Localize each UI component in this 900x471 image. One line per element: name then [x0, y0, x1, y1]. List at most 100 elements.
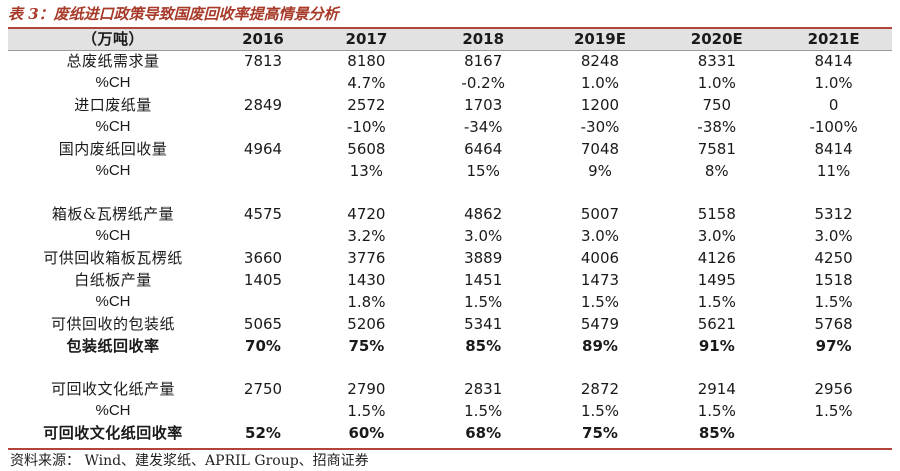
table-cell: 2956 — [814, 380, 853, 398]
table-cell: 1473 — [580, 271, 620, 289]
table-cell: 4964 — [243, 140, 283, 158]
table-cell: 1.5% — [580, 293, 620, 311]
row-label: %CH — [95, 74, 131, 91]
table-cell: 52% — [245, 424, 281, 442]
table-row: %CH 13% 15% 9% 8% 11% — [8, 160, 892, 182]
row-label: %CH — [95, 227, 131, 244]
table-cell: 3889 — [464, 249, 503, 267]
table-row: 国内废纸回收量 4964 5608 6464 7048 7581 8414 — [8, 138, 892, 160]
table-row: %CH 3.2% 3.0% 3.0% 3.0% 3.0% — [8, 225, 892, 247]
table-cell: 5608 — [347, 140, 386, 158]
top-rule — [8, 27, 892, 29]
header-background — [8, 29, 892, 50]
table-row: %CH 4.7% -0.2% 1.0% 1.0% 1.0% — [8, 72, 892, 94]
table-row: 白纸板产量 1405 1430 1451 1473 1495 1518 — [8, 269, 892, 291]
table-cell: 1430 — [347, 271, 386, 289]
table-cell: 3.0% — [580, 227, 620, 245]
table-cell: 2831 — [464, 380, 503, 398]
table-cell: -10% — [347, 118, 386, 136]
bottom-rule — [8, 448, 892, 450]
table-cell — [218, 116, 308, 138]
table-cell: 1200 — [580, 96, 620, 114]
table-cell: 7581 — [697, 140, 736, 158]
table-cell — [775, 422, 892, 444]
row-label: %CH — [95, 402, 131, 419]
table-cell — [218, 160, 308, 182]
row-label: 可供回收箱板瓦楞纸 — [43, 249, 183, 267]
row-label: 包装纸回收率 — [66, 337, 160, 355]
table-cell: 70% — [245, 337, 281, 355]
table-cell: 6464 — [464, 140, 503, 158]
table-cell: 4575 — [243, 205, 283, 223]
header-year: 2016 — [242, 30, 284, 48]
header-year: 2018 — [462, 30, 505, 48]
table-cell — [218, 291, 308, 313]
table-cell: 85% — [465, 337, 502, 355]
table-cell: 2790 — [347, 380, 386, 398]
table-cell: 5007 — [580, 205, 620, 223]
table-row: %CH 1.8% 1.5% 1.5% 1.5% 1.5% — [8, 291, 892, 313]
table-cell: 4126 — [697, 249, 736, 267]
table-cell: 2872 — [580, 380, 620, 398]
header-year: 2021E — [807, 30, 860, 48]
table-cell: -100% — [809, 118, 858, 136]
table-cell: 8180 — [347, 52, 386, 70]
table-cell: 0 — [828, 96, 839, 114]
table-row: 可供回收的包装纸 5065 5206 5341 5479 5621 5768 — [8, 313, 892, 335]
row-label: 国内废纸回收量 — [58, 140, 168, 158]
header-year: 2017 — [345, 30, 388, 48]
table-cell: 1451 — [464, 271, 503, 289]
table-cell: 1.0% — [814, 74, 853, 92]
table-cell: 1.5% — [697, 293, 736, 311]
table-cell: 4250 — [814, 249, 853, 267]
table-cell — [218, 225, 308, 247]
table-cell: 1.5% — [580, 402, 620, 420]
table-cell: 5312 — [814, 205, 853, 223]
table-cell: 5158 — [697, 205, 736, 223]
table-cell: 8% — [704, 162, 729, 180]
table-cell: 3.0% — [464, 227, 503, 245]
table-cell: 1.5% — [464, 402, 503, 420]
table-cell: 3.2% — [347, 227, 386, 245]
table-cell: -34% — [463, 118, 503, 136]
row-label: %CH — [95, 118, 131, 135]
table-cell: 3660 — [243, 249, 283, 267]
table-cell: 1703 — [464, 96, 503, 114]
table-cell: 5768 — [814, 315, 853, 333]
table-cell: 8414 — [814, 140, 853, 158]
table-cell: 5065 — [243, 315, 283, 333]
table-cell: -0.2% — [461, 74, 505, 92]
table-cell: 4006 — [580, 249, 620, 267]
table-cell: 8331 — [697, 52, 736, 70]
table-title: 表 3：废纸进口政策导致国废回收率提高情景分析 — [8, 5, 339, 23]
row-label: 可供回收的包装纸 — [50, 315, 175, 333]
header-year: 2020E — [690, 30, 743, 48]
table-cell: -38% — [697, 118, 737, 136]
table-cell: 68% — [465, 424, 502, 442]
table-cell: 750 — [702, 96, 732, 114]
header-rule — [8, 50, 892, 51]
table-cell: 3776 — [347, 249, 386, 267]
table-cell: 1.0% — [697, 74, 736, 92]
table-cell: 4720 — [347, 205, 386, 223]
table-cell: 1.5% — [814, 293, 853, 311]
header-unit: （万吨） — [81, 30, 144, 48]
table-cell: 1.8% — [347, 293, 386, 311]
table-row: 进口废纸量 2849 2572 1703 1200 750 0 — [8, 94, 892, 116]
table-row: %CH 1.5% 1.5% 1.5% 1.5% 1.5% — [8, 400, 892, 422]
source-note: 资料来源： Wind、建发浆纸、APRIL Group、招商证券 — [10, 453, 369, 469]
row-label: 箱板&瓦楞纸产量 — [51, 205, 175, 223]
table-cell: 8414 — [814, 52, 853, 70]
table-cell: 5479 — [580, 315, 620, 333]
table-cell: 5621 — [697, 315, 736, 333]
table-row: 总废纸需求量 7813 8180 8167 8248 8331 8414 — [8, 50, 892, 72]
row-label: %CH — [95, 293, 131, 310]
table-cell: 1405 — [243, 271, 283, 289]
table-cell: 13% — [349, 162, 384, 180]
table-cell — [218, 400, 308, 422]
header-year: 2019E — [573, 30, 626, 48]
row-label: 白纸板产量 — [74, 271, 152, 289]
spacer-row — [8, 357, 892, 378]
table-cell — [218, 72, 308, 94]
table-row: 可供回收箱板瓦楞纸 3660 3776 3889 4006 4126 4250 — [8, 247, 892, 269]
